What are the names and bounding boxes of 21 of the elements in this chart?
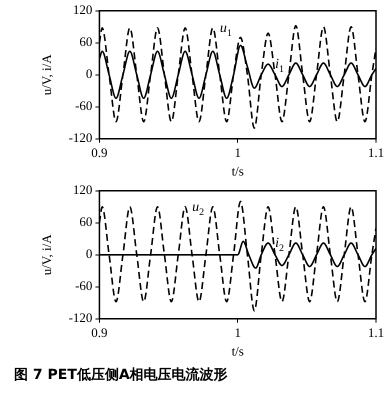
- y-axis-title: u/V, i/A: [39, 234, 54, 276]
- x-axis-title: t/s: [232, 164, 244, 179]
- y-tick-label: -120: [68, 310, 92, 326]
- y-tick-label: 0: [86, 246, 92, 262]
- y-tick-label: 60: [79, 214, 92, 230]
- y-tick-label: -120: [68, 130, 92, 146]
- y-tick-label: 120: [72, 2, 92, 18]
- caption: 图 7 PET低压侧A相电压电流波形: [13, 366, 229, 385]
- y-tick-label: 0: [86, 66, 92, 82]
- x-tick-label: 0.9: [91, 325, 108, 340]
- x-tick-label: 1.1: [368, 325, 384, 340]
- x-tick-label: 0.9: [91, 145, 108, 160]
- y-tick-label: -60: [75, 98, 92, 114]
- y-tick-label: -60: [75, 278, 92, 294]
- x-axis-title: t/s: [232, 344, 244, 359]
- y-axis-title: u/V, i/A: [39, 54, 54, 96]
- x-tick-label: 1.1: [368, 145, 384, 160]
- y-tick-label: 60: [79, 34, 92, 50]
- x-tick-label: 1: [234, 325, 241, 340]
- x-tick-label: 1: [234, 145, 241, 160]
- y-tick-label: 120: [72, 182, 92, 198]
